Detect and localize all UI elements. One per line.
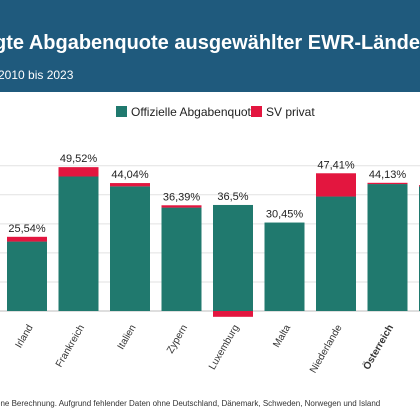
footnote: ene Berechnung. Aufgrund fehlender Daten… [0,399,381,408]
category-label: Malta [271,323,293,350]
chart-subtitle: 2010 bis 2023 [0,68,74,82]
category-label: Zypern [165,323,190,355]
data-label: 47,41% [317,159,355,171]
data-label: 36,39% [163,191,201,203]
data-label: 44,04% [111,169,149,181]
bar-sv-privat [213,311,253,317]
bar-official [213,204,253,311]
category-label: Österreich [360,322,396,372]
category-label: Luxemburg [207,323,242,372]
data-label: 49,52% [60,153,98,165]
bar-official [7,241,47,311]
bar-sv-privat [110,183,150,187]
data-label: 30,45% [266,209,304,221]
legend-label-official: Offizielle Abgabenquote [131,105,258,119]
legend-item-official: Offizielle Abgabenquote [116,105,258,119]
header-banner: gte Abgabenquote ausgewählter EWR-Länder… [0,0,420,92]
bar-sv-privat [7,236,47,242]
bar-sv-privat [58,167,99,177]
bar-sv-privat [367,182,408,185]
legend-item-sv-privat: SV privat [251,105,315,119]
bar-official [110,186,150,311]
bar-official [264,222,305,311]
bar-sv-privat [316,173,356,197]
legend-label-sv-privat: SV privat [266,105,315,119]
legend: Offizielle Abgabenquote SV privat [0,105,420,123]
category-label: Italien [116,323,139,352]
category-label: Irland [14,323,36,350]
data-label: 44,13% [369,169,407,181]
bar-official [367,184,408,311]
legend-swatch-official [116,106,127,117]
legend-swatch-sv-privat [251,106,262,117]
chart-title: gte Abgabenquote ausgewählter EWR-Länder [0,32,420,54]
category-label: Frankreich [54,323,87,369]
data-label: 36,5% [217,191,248,203]
bar-official [58,176,99,311]
data-label: 25,54% [8,223,46,235]
bar-sv-privat [161,205,202,208]
bar-official [316,196,356,311]
category-label: Niederlande [308,323,345,376]
bar-official [161,207,202,311]
